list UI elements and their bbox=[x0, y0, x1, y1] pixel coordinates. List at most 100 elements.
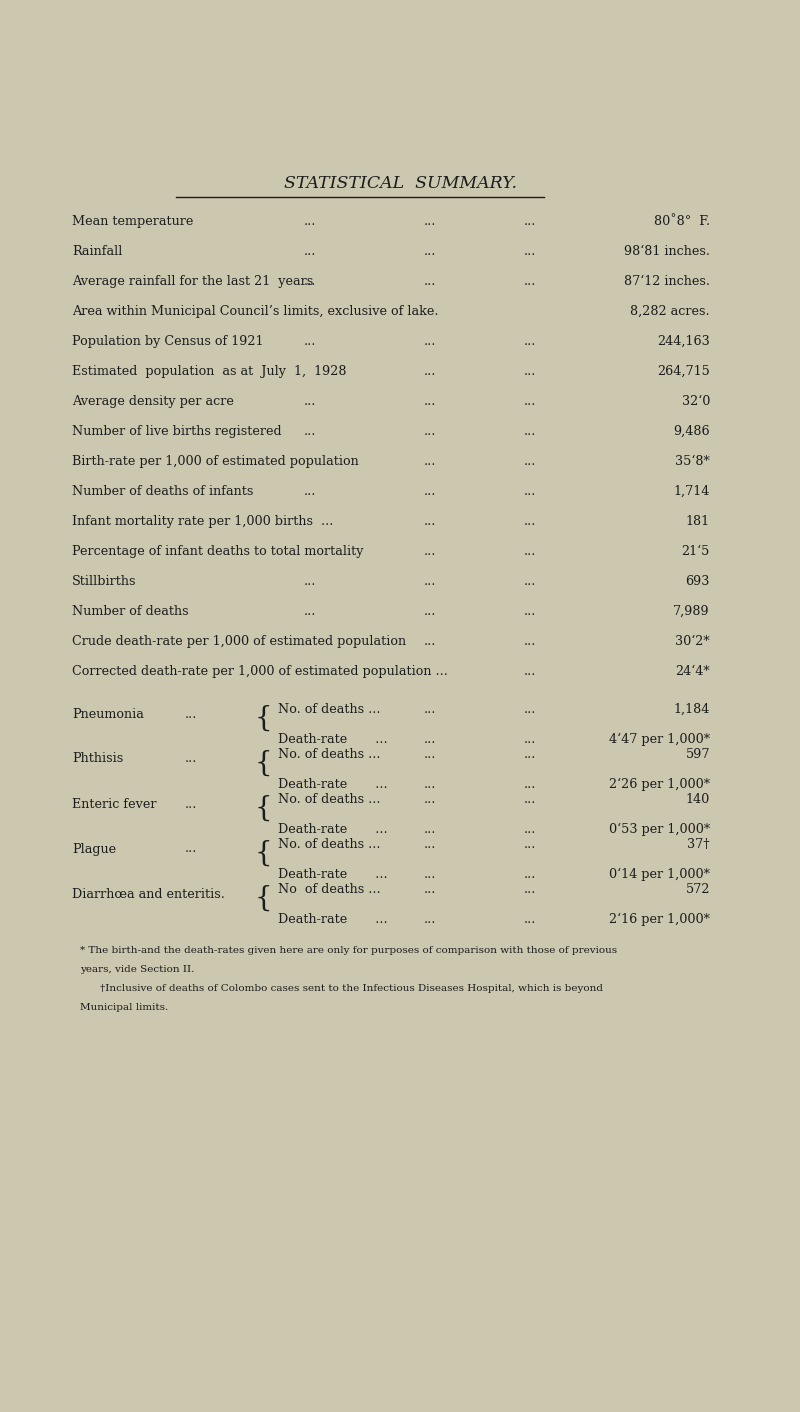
Text: Pneumonia: Pneumonia bbox=[72, 707, 144, 720]
Text: 2‘26 per 1,000*: 2‘26 per 1,000* bbox=[609, 778, 710, 791]
Text: ...: ... bbox=[304, 395, 316, 408]
Text: 597: 597 bbox=[686, 748, 710, 761]
Text: Mean temperature: Mean temperature bbox=[72, 215, 194, 227]
Text: ...: ... bbox=[424, 364, 436, 378]
Text: Diarrhœa and enteritis.: Diarrhœa and enteritis. bbox=[72, 888, 225, 901]
Text: ...: ... bbox=[304, 275, 316, 288]
Text: Birth-rate per 1,000 of estimated population: Birth-rate per 1,000 of estimated popula… bbox=[72, 455, 358, 467]
Text: 24‘4*: 24‘4* bbox=[675, 665, 710, 678]
Text: ...: ... bbox=[304, 425, 316, 438]
Text: 181: 181 bbox=[686, 515, 710, 528]
Text: 98‘81 inches.: 98‘81 inches. bbox=[624, 246, 710, 258]
Text: ...: ... bbox=[185, 798, 198, 810]
Text: ...: ... bbox=[524, 914, 536, 926]
Text: Enteric fever: Enteric fever bbox=[72, 798, 157, 810]
Text: Population by Census of 1921: Population by Census of 1921 bbox=[72, 335, 263, 347]
Text: 32‘0: 32‘0 bbox=[682, 395, 710, 408]
Text: 7,989: 7,989 bbox=[674, 604, 710, 618]
Text: ...: ... bbox=[424, 778, 436, 791]
Text: ...: ... bbox=[304, 575, 316, 587]
Text: ...: ... bbox=[524, 246, 536, 258]
Text: ...: ... bbox=[524, 335, 536, 347]
Text: {: { bbox=[255, 795, 273, 822]
Text: Municipal limits.: Municipal limits. bbox=[80, 1003, 168, 1012]
Text: ...: ... bbox=[185, 753, 198, 765]
Text: 80˚8°  F.: 80˚8° F. bbox=[654, 215, 710, 227]
Text: ...: ... bbox=[304, 215, 316, 227]
Text: Death-rate       ...: Death-rate ... bbox=[278, 914, 388, 926]
Text: ...: ... bbox=[424, 575, 436, 587]
Text: ...: ... bbox=[304, 335, 316, 347]
Text: Average density per acre: Average density per acre bbox=[72, 395, 234, 408]
Text: {: { bbox=[255, 884, 273, 912]
Text: ...: ... bbox=[524, 733, 536, 746]
Text: Death-rate       ...: Death-rate ... bbox=[278, 868, 388, 881]
Text: ...: ... bbox=[304, 604, 316, 618]
Text: ...: ... bbox=[185, 707, 198, 720]
Text: 572: 572 bbox=[686, 882, 710, 897]
Text: ...: ... bbox=[424, 914, 436, 926]
Text: ...: ... bbox=[524, 837, 536, 851]
Text: 140: 140 bbox=[686, 794, 710, 806]
Text: ...: ... bbox=[524, 545, 536, 558]
Text: Number of deaths of infants: Number of deaths of infants bbox=[72, 484, 254, 498]
Text: Average rainfall for the last 21  years: Average rainfall for the last 21 years bbox=[72, 275, 314, 288]
Text: ...: ... bbox=[524, 635, 536, 648]
Text: 693: 693 bbox=[686, 575, 710, 587]
Text: ...: ... bbox=[185, 843, 198, 856]
Text: 35‘8*: 35‘8* bbox=[675, 455, 710, 467]
Text: Number of live births registered: Number of live births registered bbox=[72, 425, 282, 438]
Text: ...: ... bbox=[424, 515, 436, 528]
Text: ...: ... bbox=[524, 484, 536, 498]
Text: Death-rate       ...: Death-rate ... bbox=[278, 778, 388, 791]
Text: Phthisis: Phthisis bbox=[72, 753, 123, 765]
Text: ...: ... bbox=[424, 425, 436, 438]
Text: ...: ... bbox=[524, 215, 536, 227]
Text: ...: ... bbox=[424, 604, 436, 618]
Text: ...: ... bbox=[524, 794, 536, 806]
Text: ...: ... bbox=[424, 395, 436, 408]
Text: ...: ... bbox=[524, 778, 536, 791]
Text: 87‘12 inches.: 87‘12 inches. bbox=[624, 275, 710, 288]
Text: ...: ... bbox=[524, 455, 536, 467]
Text: No  of deaths ...: No of deaths ... bbox=[278, 882, 381, 897]
Text: 1,184: 1,184 bbox=[674, 703, 710, 716]
Text: Crude death-rate per 1,000 of estimated population: Crude death-rate per 1,000 of estimated … bbox=[72, 635, 406, 648]
Text: ...: ... bbox=[424, 868, 436, 881]
Text: No. of deaths ...: No. of deaths ... bbox=[278, 837, 381, 851]
Text: ...: ... bbox=[524, 604, 536, 618]
Text: 264,715: 264,715 bbox=[657, 364, 710, 378]
Text: Number of deaths: Number of deaths bbox=[72, 604, 189, 618]
Text: ...: ... bbox=[524, 748, 536, 761]
Text: †Inclusive of deaths of Colombo cases sent to the Infectious Diseases Hospital, : †Inclusive of deaths of Colombo cases se… bbox=[100, 984, 603, 993]
Text: Corrected death-rate per 1,000 of estimated population ...: Corrected death-rate per 1,000 of estima… bbox=[72, 665, 448, 678]
Text: STATISTICAL  SUMMARY.: STATISTICAL SUMMARY. bbox=[283, 175, 517, 192]
Text: 21‘5: 21‘5 bbox=[682, 545, 710, 558]
Text: ...: ... bbox=[524, 665, 536, 678]
Text: ...: ... bbox=[424, 837, 436, 851]
Text: ...: ... bbox=[524, 364, 536, 378]
Text: years, vide Section II.: years, vide Section II. bbox=[80, 964, 194, 974]
Text: ...: ... bbox=[424, 455, 436, 467]
Text: ...: ... bbox=[424, 635, 436, 648]
Text: ...: ... bbox=[424, 246, 436, 258]
Text: ...: ... bbox=[524, 882, 536, 897]
Text: {: { bbox=[255, 840, 273, 867]
Text: 0‘53 per 1,000*: 0‘53 per 1,000* bbox=[609, 823, 710, 836]
Text: 37†: 37† bbox=[687, 837, 710, 851]
Text: ...: ... bbox=[424, 823, 436, 836]
Text: 0‘14 per 1,000*: 0‘14 per 1,000* bbox=[609, 868, 710, 881]
Text: ...: ... bbox=[304, 484, 316, 498]
Text: ...: ... bbox=[424, 275, 436, 288]
Text: ...: ... bbox=[424, 484, 436, 498]
Text: 2‘16 per 1,000*: 2‘16 per 1,000* bbox=[609, 914, 710, 926]
Text: 244,163: 244,163 bbox=[658, 335, 710, 347]
Text: ...: ... bbox=[524, 703, 536, 716]
Text: ...: ... bbox=[424, 545, 436, 558]
Text: ...: ... bbox=[524, 868, 536, 881]
Text: Plague: Plague bbox=[72, 843, 116, 856]
Text: ...: ... bbox=[424, 703, 436, 716]
Text: Rainfall: Rainfall bbox=[72, 246, 122, 258]
Text: ...: ... bbox=[524, 823, 536, 836]
Text: Death-rate       ...: Death-rate ... bbox=[278, 733, 388, 746]
